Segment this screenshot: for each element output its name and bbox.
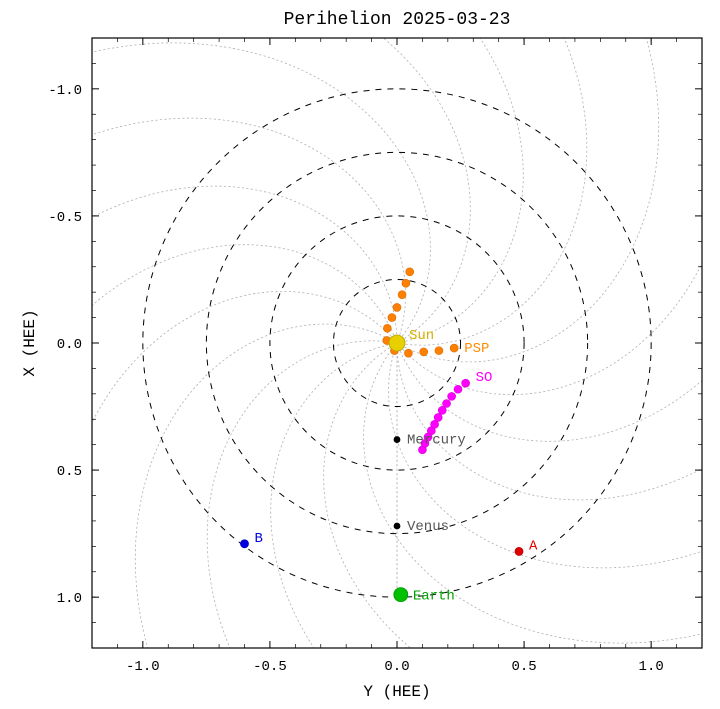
psp-point — [383, 324, 391, 332]
x-tick-label: 1.0 — [639, 659, 664, 675]
y-tick-label: 0.5 — [57, 464, 82, 480]
y-tick-label: -1.0 — [48, 83, 82, 99]
psp-label: PSP — [464, 341, 489, 357]
sun-marker — [389, 335, 405, 351]
psp-point — [435, 347, 443, 355]
a-label: A — [529, 538, 538, 554]
so-label: SO — [476, 370, 493, 386]
x-axis-title: Y (HEE) — [363, 683, 430, 701]
mercury-label: Mercury — [407, 433, 466, 449]
psp-point — [406, 268, 414, 276]
earth-label: Earth — [413, 589, 455, 605]
so-point — [448, 392, 456, 400]
parker-spiral — [57, 291, 397, 612]
plot-area — [0, 0, 720, 709]
x-tick-label: -1.0 — [126, 659, 160, 675]
parker-spiral — [397, 0, 659, 362]
psp-point — [388, 314, 396, 322]
parker-spiral — [135, 324, 397, 709]
chart-title-text: Perihelion 2025-03-23 — [284, 10, 511, 30]
parker-spiral — [207, 341, 397, 709]
psp-point — [393, 303, 401, 311]
x-tick-label: 0.0 — [384, 659, 409, 675]
y-tick-label: 1.0 — [57, 591, 82, 607]
so-point — [434, 413, 442, 421]
psp-point — [404, 349, 412, 357]
x-tick-label: -0.5 — [253, 659, 287, 675]
y-tick-label: -0.5 — [48, 210, 82, 226]
so-point — [438, 406, 446, 414]
so-point — [462, 379, 470, 387]
sun-label: Sun — [409, 328, 434, 344]
parker-spiral — [397, 74, 720, 395]
b-label: B — [255, 531, 263, 547]
parker-spiral — [73, 43, 430, 343]
so-point — [443, 399, 451, 407]
chart-container: { "chart": { "type": "scatter-polar-heli… — [0, 0, 720, 709]
a-marker — [515, 547, 523, 555]
parker-spiral — [397, 343, 720, 500]
parker-spiral — [0, 118, 406, 343]
venus-marker — [394, 523, 400, 529]
parker-spiral — [333, 0, 524, 343]
y-axis-title: X (HEE) — [21, 309, 39, 376]
parker-spiral — [0, 245, 397, 481]
parker-spiral — [397, 0, 587, 345]
psp-point — [402, 279, 410, 287]
venus-label: Venus — [407, 519, 449, 535]
psp-point — [450, 344, 458, 352]
y-tick-label: 0.0 — [57, 337, 82, 353]
parker-spiral — [191, 0, 471, 343]
psp-point — [398, 291, 406, 299]
psp-point — [420, 348, 428, 356]
mercury-marker — [394, 437, 400, 443]
earth-marker — [394, 588, 408, 602]
so-point — [454, 385, 462, 393]
b-marker — [241, 540, 249, 548]
heliocentric-plot: PSP SO Sun Mercury Venus Earth A B -1.0 -0.5 0.0 0.… — [0, 0, 720, 709]
x-tick-label: 0.5 — [511, 659, 536, 675]
